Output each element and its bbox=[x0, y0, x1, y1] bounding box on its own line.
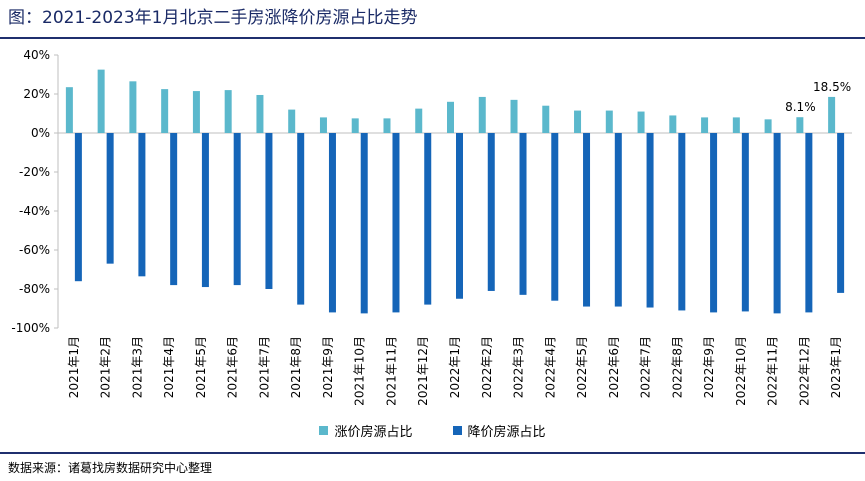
x-tick-label: 2022年5月 bbox=[575, 336, 589, 398]
y-tick-label: -100% bbox=[11, 321, 50, 335]
x-tick-label: 2022年9月 bbox=[702, 336, 716, 398]
bar-up bbox=[669, 115, 677, 133]
y-tick-label: -40% bbox=[19, 204, 50, 218]
footer-divider bbox=[0, 452, 865, 454]
bar-down bbox=[805, 133, 813, 313]
y-tick-label: -80% bbox=[19, 282, 50, 296]
bar-up bbox=[161, 89, 169, 133]
bar-up bbox=[447, 101, 454, 133]
bar-up bbox=[828, 96, 836, 133]
data-label: 18.5% bbox=[813, 80, 851, 94]
legend-swatch-up bbox=[319, 425, 329, 435]
bar-down bbox=[614, 133, 622, 307]
bar-up bbox=[383, 118, 391, 133]
x-tick-label: 2022年4月 bbox=[543, 336, 557, 398]
bar-chart: -100% -80% -60% -40% -20% 0% 20% 40% 2021年1月 2021… bbox=[11, 48, 852, 406]
x-tick-label: 2021年4月 bbox=[162, 336, 176, 398]
bar-up bbox=[510, 99, 518, 133]
chart-title: 图：2021-2023年1月北京二手房涨降价房源占比走势 bbox=[8, 8, 418, 28]
bar-down bbox=[583, 133, 591, 307]
bar-up bbox=[637, 111, 645, 133]
bar-down bbox=[678, 133, 686, 311]
bar-down bbox=[297, 133, 305, 305]
bar-down bbox=[106, 133, 114, 264]
y-tick-label: 0% bbox=[31, 126, 50, 140]
y-tick-label: 40% bbox=[23, 48, 50, 62]
legend-item-up: 涨价房源占比 bbox=[319, 419, 413, 441]
bar-up bbox=[415, 108, 423, 133]
bar-down bbox=[519, 133, 527, 295]
x-tick-label: 2021年1月 bbox=[67, 336, 81, 398]
bar-up bbox=[351, 118, 359, 133]
x-tick-label: 2021年11月 bbox=[384, 336, 398, 406]
bar-up bbox=[97, 69, 105, 133]
x-tick-label: 2022年3月 bbox=[512, 336, 526, 398]
bar-down bbox=[837, 133, 845, 293]
bar-up bbox=[732, 117, 740, 133]
x-tick-label: 2022年10月 bbox=[734, 336, 748, 406]
x-tick-label: 2021年3月 bbox=[130, 336, 144, 398]
bar-down bbox=[170, 133, 178, 286]
y-tick-label: -60% bbox=[19, 243, 50, 257]
bar-up bbox=[192, 91, 200, 133]
bar-down bbox=[392, 133, 400, 313]
x-tick-label: 2021年6月 bbox=[226, 336, 240, 398]
bar-down bbox=[646, 133, 654, 308]
bar-up bbox=[764, 119, 772, 133]
bar-down bbox=[201, 133, 209, 288]
header-divider bbox=[0, 37, 865, 39]
bar-down bbox=[741, 133, 749, 312]
bar-down bbox=[710, 133, 718, 313]
legend-swatch-down bbox=[452, 425, 462, 435]
legend-label-up: 涨价房源占比 bbox=[334, 424, 413, 440]
bar-down bbox=[551, 133, 559, 301]
bar-down bbox=[487, 133, 495, 291]
bar-down bbox=[360, 133, 368, 314]
bar-down bbox=[328, 133, 336, 313]
bar-up bbox=[605, 110, 613, 133]
bar-up bbox=[574, 110, 582, 133]
bar-down bbox=[74, 133, 82, 282]
bar-up bbox=[796, 117, 804, 133]
x-tick-label: 2023年1月 bbox=[829, 336, 843, 398]
bar-down bbox=[138, 133, 146, 277]
bar-down bbox=[424, 133, 432, 305]
data-label: 8.1% bbox=[785, 100, 816, 114]
bar-down bbox=[233, 133, 241, 286]
x-tick-label: 2022年6月 bbox=[607, 336, 621, 398]
y-tick-label: -20% bbox=[19, 165, 50, 179]
bar-up bbox=[256, 94, 264, 133]
x-tick-label: 2021年12月 bbox=[416, 336, 430, 406]
x-tick-label: 2022年12月 bbox=[797, 336, 811, 406]
bar-down bbox=[265, 133, 273, 289]
x-tick-label: 2021年9月 bbox=[321, 336, 335, 398]
bar-up bbox=[701, 117, 709, 133]
bar-up bbox=[129, 81, 137, 133]
bar-up bbox=[288, 109, 296, 133]
x-tick-label: 2022年1月 bbox=[448, 336, 462, 398]
bar-up bbox=[65, 87, 73, 133]
bar-up bbox=[224, 90, 232, 133]
bar-down bbox=[773, 133, 781, 314]
x-tick-label: 2022年2月 bbox=[480, 336, 494, 398]
x-tick-label: 2021年10月 bbox=[353, 336, 367, 406]
x-tick-label: 2021年7月 bbox=[257, 336, 271, 398]
bar-up bbox=[542, 105, 550, 133]
source-note: 数据来源：诸葛找房数据研究中心整理 bbox=[8, 461, 213, 475]
legend-item-down: 降价房源占比 bbox=[452, 419, 546, 441]
x-tick-label: 2021年5月 bbox=[194, 336, 208, 398]
legend: 涨价房源占比 降价房源占比 bbox=[0, 419, 865, 441]
bar-down bbox=[456, 133, 463, 299]
x-tick-label: 2022年7月 bbox=[639, 336, 653, 398]
x-tick-label: 2022年8月 bbox=[670, 336, 684, 398]
legend-label-down: 降价房源占比 bbox=[467, 424, 546, 440]
bar-up bbox=[478, 96, 486, 133]
x-tick-label: 2022年11月 bbox=[766, 336, 780, 406]
x-tick-label: 2021年2月 bbox=[99, 336, 113, 398]
bar-up bbox=[319, 117, 327, 133]
x-tick-label: 2021年8月 bbox=[289, 336, 303, 398]
y-tick-label: 20% bbox=[23, 87, 50, 101]
